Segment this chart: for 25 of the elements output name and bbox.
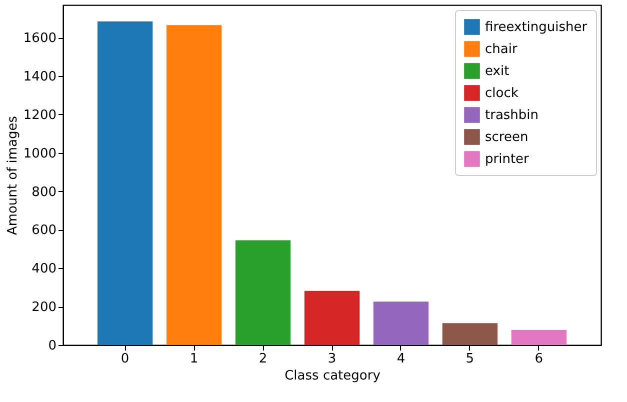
x-axis-title: Class category (284, 368, 381, 384)
x-tick-label: 3 (328, 352, 336, 366)
y-tick-label: 1400 (23, 70, 56, 85)
y-tick-label: 800 (32, 184, 56, 200)
y-tick-label: 400 (32, 262, 56, 277)
x-tick-label: 6 (534, 352, 544, 366)
legend-label: clock (485, 86, 519, 101)
y-tick-label: 1200 (23, 108, 56, 123)
x-tick-label: 5 (466, 352, 474, 366)
legend-label: printer (485, 152, 530, 167)
y-tick-label: 200 (32, 300, 56, 316)
legend-label: exit (485, 64, 510, 79)
y-tick-label: 1000 (23, 146, 56, 162)
x-tick-label: 0 (120, 352, 130, 366)
x-tick-label: 2 (258, 352, 268, 366)
x-tick-label: 1 (190, 352, 198, 366)
y-tick-label: 0 (48, 338, 56, 354)
x-tick-label: 4 (396, 352, 406, 366)
y-axis-title: Amount of images (5, 116, 20, 236)
legend-label: screen (485, 130, 528, 145)
y-tick-label: 1600 (23, 31, 56, 46)
legend-label: trashbin (485, 108, 539, 123)
y-tick-label: 600 (32, 223, 56, 238)
legend-label: fireextinguisher (485, 20, 588, 35)
legend-label: chair (485, 42, 518, 57)
